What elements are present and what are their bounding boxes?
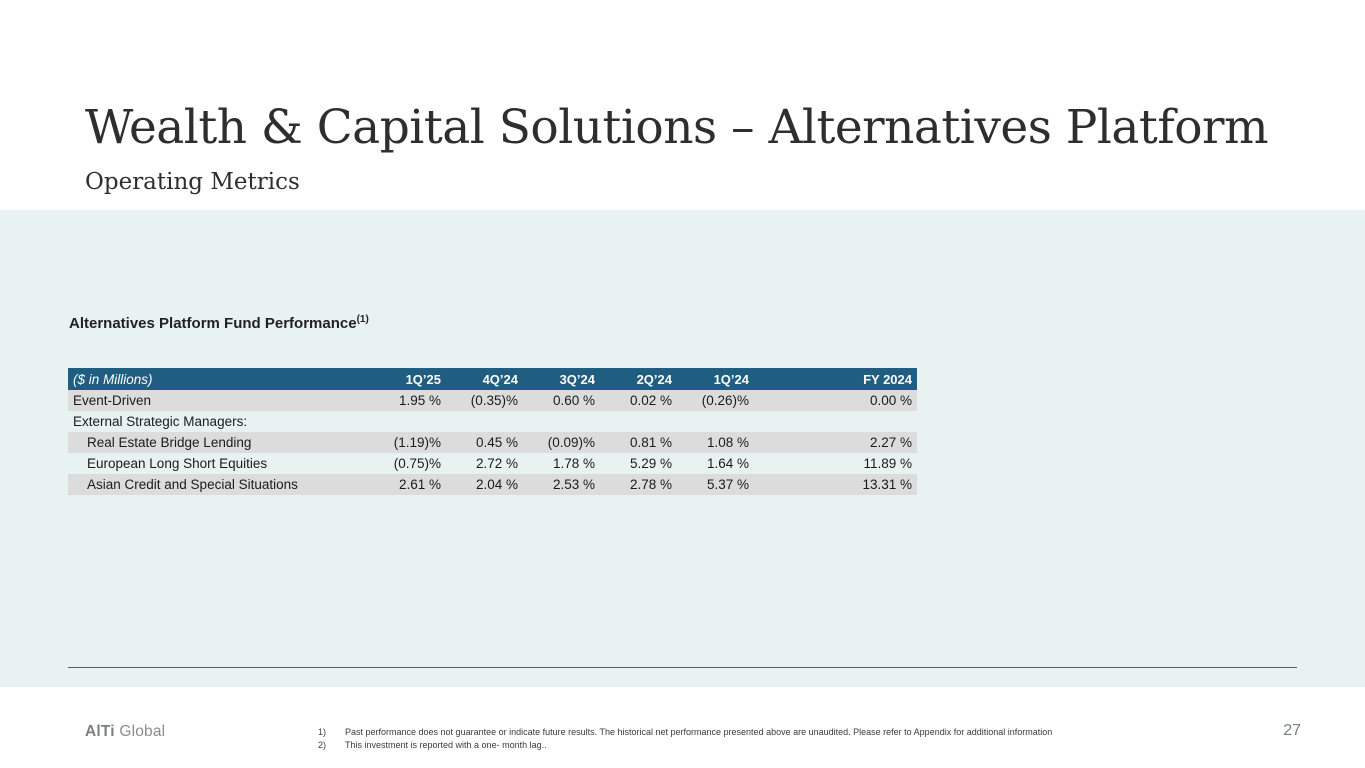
table-row: External Strategic Managers: [68,411,917,432]
section-heading-text: Alternatives Platform Fund Performance [69,315,357,332]
row-label: Real Estate Bridge Lending [87,435,252,450]
column-header: 4Q’24 [482,371,518,387]
column-header: 1Q’24 [713,371,749,387]
logo-text-regular: Global [119,723,166,740]
table-row: Asian Credit and Special Situations 2.61… [68,474,917,495]
table-row: Real Estate Bridge Lending (1.19)% 0.45 … [68,432,917,453]
table-cell: 2.27 % [869,435,912,450]
row-label: External Strategic Managers: [73,414,248,429]
table-cell: (0.26)% [701,393,749,408]
table-cell: 2.04 % [475,477,518,492]
table-row: Event-Driven 1.95 % (0.35)% 0.60 % 0.02 … [68,390,917,411]
section-heading: Alternatives Platform Fund Performance(1… [69,314,369,333]
footnote: 2) This investment is reported with a on… [318,739,1052,752]
logo-text-bold: AlTi [85,723,115,740]
page-title: Wealth & Capital Solutions – Alternative… [85,100,1269,155]
table-cell: 13.31 % [862,477,912,492]
company-logo: AlTi Global [85,723,165,741]
column-header: FY 2024 [863,371,912,387]
footnotes: 1) Past performance does not guarantee o… [318,726,1052,752]
table-cell: 2.78 % [629,477,672,492]
table-cell: 1.08 % [706,435,749,450]
table-cell: 2.72 % [475,456,518,471]
table-cell: (0.75)% [393,456,441,471]
table-cell: 0.02 % [629,393,672,408]
column-header: 1Q’25 [405,371,441,387]
table-row: European Long Short Equities (0.75)% 2.7… [68,453,917,474]
footnote: 1) Past performance does not guarantee o… [318,726,1052,739]
row-label: Asian Credit and Special Situations [87,477,298,492]
table-header-row: ($ in Millions) 1Q’25 4Q’24 3Q’24 2Q’24 … [68,368,917,390]
table-cell: 5.37 % [706,477,749,492]
fund-performance-table: ($ in Millions) 1Q’25 4Q’24 3Q’24 2Q’24 … [68,368,917,495]
footnote-number: 1) [318,727,327,737]
table-cell: 0.45 % [475,435,518,450]
footnote-text: Past performance does not guarantee or i… [345,727,1053,737]
page-number: 27 [1283,722,1301,739]
table-cell: (0.35)% [470,393,518,408]
column-header: 2Q’24 [636,371,672,387]
footer-divider-line [68,667,1297,668]
table-cell: 1.78 % [552,456,595,471]
table-cell: (0.09)% [547,435,595,450]
table-cell: 2.53 % [552,477,595,492]
table-cell: 0.60 % [552,393,595,408]
table-header-units-label: ($ in Millions) [73,371,153,387]
row-label: Event-Driven [73,393,152,408]
footnote-number: 2) [318,740,327,750]
page-subtitle: Operating Metrics [85,169,300,195]
section-heading-footnote-ref: (1) [356,314,369,325]
row-label: European Long Short Equities [87,456,268,471]
table-cell: 1.95 % [398,393,441,408]
footnote-text: This investment is reported with a one- … [345,740,547,750]
table-cell: 1.64 % [706,456,749,471]
table-cell: 0.00 % [869,393,912,408]
table-cell: 5.29 % [629,456,672,471]
table-cell: (1.19)% [393,435,441,450]
table-cell: 2.61 % [398,477,441,492]
table-cell: 0.81 % [629,435,672,450]
column-header: 3Q’24 [559,371,595,387]
table-cell: 11.89 % [863,456,912,471]
